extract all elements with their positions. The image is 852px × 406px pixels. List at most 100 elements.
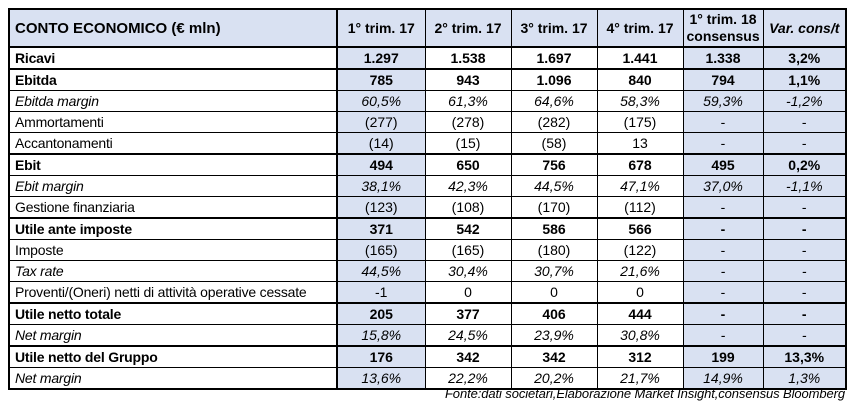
value-cell: 342: [424, 345, 512, 368]
value-cell: 312: [596, 345, 684, 368]
value-cell: 21,6%: [596, 260, 684, 282]
value-cell: 199: [682, 345, 764, 368]
value-cell: 0: [510, 281, 598, 304]
value-cell: 14,9%: [682, 367, 764, 390]
value-cell: (14): [336, 132, 426, 155]
value-cell: 0: [424, 281, 512, 304]
value-cell: (108): [424, 196, 512, 219]
value-cell: 30,7%: [510, 260, 598, 282]
table-row: Proventi/(Oneri) netti di attività opera…: [8, 281, 847, 304]
row-label: Ebitda margin: [8, 90, 338, 112]
value-cell: -: [682, 281, 764, 304]
value-cell: 21,7%: [596, 367, 684, 390]
row-label: Imposte: [8, 239, 338, 261]
value-cell: 3,2%: [762, 46, 847, 70]
value-cell: -: [762, 302, 847, 325]
value-cell: 13: [596, 132, 684, 155]
value-cell: (165): [336, 239, 426, 261]
value-cell: (165): [424, 239, 512, 261]
column-header: Var. cons/t: [762, 8, 847, 48]
value-cell: 1,3%: [762, 367, 847, 390]
value-cell: -: [682, 196, 764, 219]
column-header: 1° trim. 18 consensus: [682, 8, 764, 48]
table-row: Ebitda margin 60,5% 61,3% 64,6% 58,3% 59,3% -1…: [8, 90, 847, 112]
value-cell: -: [682, 111, 764, 133]
value-cell: 205: [336, 302, 426, 325]
value-cell: -: [762, 111, 847, 133]
table-row: Accantonamenti (14) (15) (58) 13- -: [8, 132, 847, 155]
value-cell: 38,1%: [336, 175, 426, 197]
value-cell: 840: [596, 68, 684, 91]
value-cell: (122): [596, 239, 684, 261]
value-cell: 1.697: [510, 46, 598, 70]
value-cell: -: [762, 217, 847, 240]
value-cell: 37,0%: [682, 175, 764, 197]
table-row: Utile ante imposte 371 542 586 566- -: [8, 217, 847, 240]
row-label: Utile netto totale: [8, 302, 338, 325]
value-cell: 44,5%: [510, 175, 598, 197]
value-cell: 13,3%: [762, 345, 847, 368]
value-cell: 30,8%: [596, 324, 684, 347]
value-cell: (282): [510, 111, 598, 133]
value-cell: 756: [510, 153, 598, 176]
value-cell: 0,2%: [762, 153, 847, 176]
value-cell: 15,8%: [336, 324, 426, 347]
value-cell: 542: [424, 217, 512, 240]
value-cell: -: [682, 239, 764, 261]
value-cell: -: [762, 324, 847, 347]
row-label: Accantonamenti: [8, 132, 338, 155]
value-cell: (180): [510, 239, 598, 261]
value-cell: -: [762, 132, 847, 155]
table-row: Utile netto totale 205 377 406 444- -: [8, 302, 847, 325]
row-label: Tax rate: [8, 260, 338, 282]
value-cell: 20,2%: [510, 367, 598, 390]
value-cell: (170): [510, 196, 598, 219]
column-header: 1° trim. 17: [336, 8, 426, 48]
row-label: Ebit margin: [8, 175, 338, 197]
row-label: Net margin: [8, 367, 338, 390]
column-header: 2° trim. 17: [424, 8, 512, 48]
value-cell: 494: [336, 153, 426, 176]
value-cell: 23,9%: [510, 324, 598, 347]
value-cell: (112): [596, 196, 684, 219]
value-cell: 444: [596, 302, 684, 325]
value-cell: 406: [510, 302, 598, 325]
value-cell: 176: [336, 345, 426, 368]
value-cell: 1.538: [424, 46, 512, 70]
value-cell: 566: [596, 217, 684, 240]
value-cell: -: [682, 302, 764, 325]
value-cell: 1.096: [510, 68, 598, 91]
row-label: Ebit: [8, 153, 338, 176]
value-cell: -: [682, 132, 764, 155]
value-cell: 13,6%: [336, 367, 426, 390]
table-row: Tax rate 44,5% 30,4% 30,7% 21,6% - -: [8, 260, 847, 282]
value-cell: 59,3%: [682, 90, 764, 112]
value-cell: 22,2%: [424, 367, 512, 390]
table-row: Ebit 494 650 756 678 495 0,2%: [8, 153, 847, 176]
row-label: Net margin: [8, 324, 338, 347]
value-cell: 44,5%: [336, 260, 426, 282]
source-note: Fonte:dati societari,Elaborazione Market…: [444, 386, 845, 401]
income-statement: CONTO ECONOMICO (€ mln) 1° trim. 17 2° tr…: [8, 8, 847, 390]
value-cell: 586: [510, 217, 598, 240]
value-cell: 785: [336, 68, 426, 91]
row-label: Utile netto del Gruppo: [8, 345, 338, 368]
value-cell: 58,3%: [596, 90, 684, 112]
row-label: Gestione finanziaria: [8, 196, 338, 219]
column-header: 3° trim. 17: [510, 8, 598, 48]
value-cell: 64,6%: [510, 90, 598, 112]
value-cell: -: [682, 324, 764, 347]
value-cell: 60,5%: [336, 90, 426, 112]
value-cell: -: [762, 239, 847, 261]
row-label: Ebitda: [8, 68, 338, 91]
value-cell: -: [682, 260, 764, 282]
table-row: Ammortamenti (277) (278) (282) (175) - -: [8, 111, 847, 133]
value-cell: (278): [424, 111, 512, 133]
value-cell: (15): [424, 132, 512, 155]
value-cell: 371: [336, 217, 426, 240]
row-label: Ricavi: [8, 46, 338, 70]
value-cell: 1.297: [336, 46, 426, 70]
value-cell: -: [682, 217, 764, 240]
income-statement-table: CONTO ECONOMICO (€ mln) 1° trim. 17 2° tr…: [8, 8, 847, 390]
